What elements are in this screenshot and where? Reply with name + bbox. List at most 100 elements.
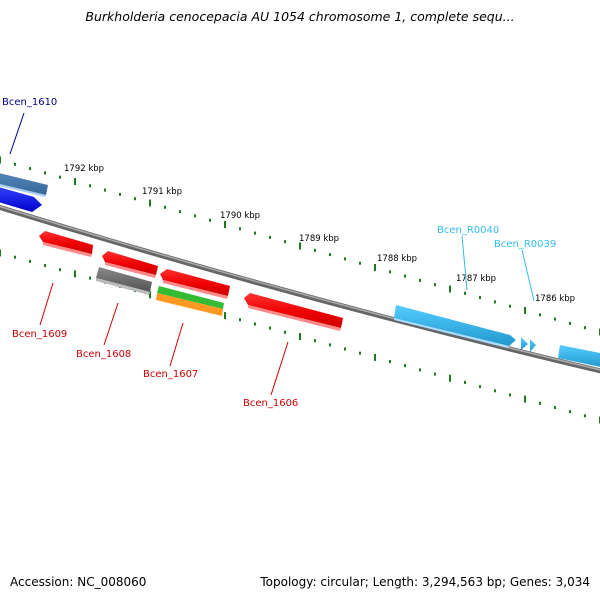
minor-tick <box>44 264 46 267</box>
minor-tick <box>179 210 181 214</box>
gene-label-bcen-1608[interactable]: Bcen_1608 <box>76 349 131 360</box>
minor-tick <box>509 304 511 308</box>
major-tick <box>74 270 76 278</box>
gene-bcen-1607[interactable] <box>157 286 224 309</box>
gene-bcen-1610-steel[interactable] <box>0 172 48 195</box>
major-tick <box>74 178 76 185</box>
minor-tick <box>119 192 121 196</box>
kbp-label: 1791 kbp <box>142 187 182 197</box>
minor-tick <box>584 326 586 330</box>
minor-tick <box>509 393 511 397</box>
major-tick <box>374 353 376 361</box>
major-tick <box>224 312 226 320</box>
kbp-label: 1790 kbp <box>220 211 260 221</box>
minor-tick <box>539 313 541 317</box>
gene-bcen-1609[interactable] <box>39 231 93 254</box>
major-tick <box>299 333 301 340</box>
topology-summary: Topology: circular; Length: 3,294,563 bp… <box>260 575 590 589</box>
gene-cyan-right[interactable] <box>558 345 600 368</box>
gene-bcen-1607-red[interactable] <box>160 269 230 296</box>
gene-bcen-1608[interactable] <box>96 267 152 292</box>
minor-tick <box>434 283 436 287</box>
gene-label-bcen-r0040[interactable]: Bcen_R0040 <box>437 225 499 236</box>
gene-bcen-r0040[interactable] <box>394 305 516 346</box>
minor-tick <box>344 257 346 261</box>
kbp-label: 1789 kbp <box>299 234 339 244</box>
minor-tick <box>329 253 331 257</box>
kbp-label: 1787 kbp <box>456 274 496 284</box>
gene-label-bcen-1609[interactable]: Bcen_1609 <box>12 329 67 340</box>
gene-bcen-1606[interactable] <box>244 293 343 328</box>
minor-tick <box>554 317 556 321</box>
minor-tick <box>479 385 481 389</box>
minor-tick <box>389 270 391 274</box>
minor-tick <box>419 368 421 372</box>
minor-tick <box>494 389 496 393</box>
gene-bcen-r0039-b[interactable] <box>530 339 536 352</box>
minor-tick <box>44 171 46 175</box>
chromosome-backbone <box>0 204 600 374</box>
outer-tick-ring <box>0 156 600 336</box>
minor-tick <box>554 406 556 409</box>
major-tick <box>149 199 151 207</box>
minor-tick <box>59 175 61 179</box>
minor-tick <box>239 227 241 231</box>
minor-tick <box>134 197 136 201</box>
minor-tick <box>389 360 391 364</box>
minor-tick <box>479 296 481 300</box>
minor-tick <box>194 214 196 218</box>
minor-tick <box>164 205 166 209</box>
minor-tick <box>14 162 16 166</box>
map-title: Burkholderia cenocepacia AU 1054 chromos… <box>85 9 515 24</box>
minor-tick <box>14 255 16 259</box>
accession-text: Accession: NC_008060 <box>10 575 147 589</box>
major-tick <box>449 374 451 382</box>
gene-label-bcen-1610[interactable]: Bcen_1610 <box>2 97 57 108</box>
minor-tick <box>314 339 316 343</box>
kbp-label: 1792 kbp <box>64 164 104 174</box>
kbp-label: 1788 kbp <box>377 254 417 264</box>
minor-tick <box>254 231 256 235</box>
minor-tick <box>494 300 496 304</box>
minor-tick <box>314 248 316 252</box>
minor-tick <box>29 167 31 171</box>
minor-tick <box>434 372 436 376</box>
major-tick <box>374 264 376 271</box>
minor-tick <box>569 321 571 325</box>
major-tick <box>524 307 526 314</box>
minor-tick <box>419 278 421 282</box>
minor-tick <box>404 364 406 368</box>
minor-tick <box>269 326 271 330</box>
minor-tick <box>329 343 331 347</box>
minor-tick <box>359 261 361 265</box>
minor-tick <box>584 414 586 418</box>
major-tick <box>299 242 301 250</box>
minor-tick <box>284 240 286 244</box>
major-tick <box>224 221 226 228</box>
major-tick <box>524 395 526 403</box>
minor-tick <box>239 318 241 322</box>
minor-tick <box>344 347 346 351</box>
minor-tick <box>209 218 211 222</box>
major-tick <box>149 291 151 299</box>
major-tick <box>0 156 1 164</box>
gene-bcen-1610[interactable] <box>0 186 42 212</box>
gene-bcen-1608-red[interactable] <box>102 251 158 275</box>
gene-bcen-r0039-a[interactable] <box>521 337 528 350</box>
minor-tick <box>569 410 571 414</box>
major-tick <box>449 285 451 293</box>
gene-label-bcen-1607[interactable]: Bcen_1607 <box>143 369 198 380</box>
minor-tick <box>29 259 31 263</box>
gene-label-bcen-r0039[interactable]: Bcen_R0039 <box>494 239 556 250</box>
minor-tick <box>359 351 361 355</box>
minor-tick <box>269 235 271 239</box>
minor-tick <box>539 401 541 405</box>
minor-tick <box>404 274 406 278</box>
minor-tick <box>464 380 466 384</box>
gene-label-bcen-1606[interactable]: Bcen_1606 <box>243 398 298 409</box>
minor-tick <box>89 184 91 188</box>
minor-tick <box>464 291 466 295</box>
minor-tick <box>254 322 256 326</box>
